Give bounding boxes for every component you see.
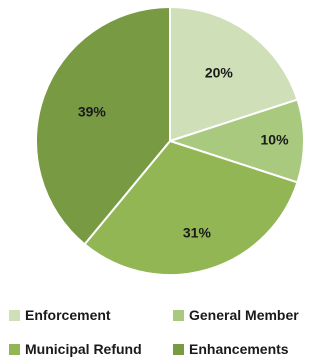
legend-label-municipal-refund: Municipal Refund: [25, 341, 142, 357]
legend-label-enforcement: Enforcement: [25, 307, 111, 323]
legend-swatch-enforcement: [9, 309, 20, 321]
pie-chart: 20% 10% 31% 39%: [35, 5, 305, 276]
data-label-general-member: 10%: [261, 132, 290, 148]
data-label-municipal-refund: 31%: [183, 224, 212, 240]
chart-legend: Enforcement General Member Municipal Ref…: [0, 298, 333, 362]
legend-swatch-enhancements: [173, 343, 184, 355]
pie-slice-municipal-refund: [83, 139, 299, 276]
legend-label-general-member: General Member: [189, 307, 299, 323]
legend-item-municipal-refund: Municipal Refund: [9, 341, 142, 357]
legend-item-general-member: General Member: [173, 307, 299, 323]
legend-item-enforcement: Enforcement: [9, 307, 111, 323]
legend-item-enhancements: Enhancements: [173, 341, 289, 357]
legend-swatch-municipal-refund: [9, 343, 20, 355]
pie-slice-enhancements: [35, 5, 171, 246]
pie-slice-general-member: [166, 98, 305, 184]
pie-slice-enforcement: [169, 5, 299, 143]
data-label-enforcement: 20%: [205, 64, 234, 80]
legend-label-enhancements: Enhancements: [189, 341, 289, 357]
legend-swatch-general-member: [173, 309, 184, 321]
data-label-enhancements: 39%: [78, 104, 107, 120]
